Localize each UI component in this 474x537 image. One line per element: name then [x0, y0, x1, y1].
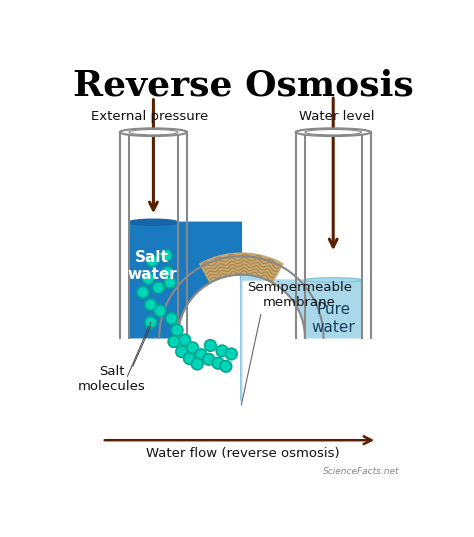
- Ellipse shape: [305, 129, 362, 135]
- Circle shape: [164, 277, 176, 288]
- Polygon shape: [200, 253, 283, 282]
- Polygon shape: [129, 132, 362, 338]
- Circle shape: [137, 287, 149, 298]
- Circle shape: [143, 273, 154, 284]
- Text: Reverse Osmosis: Reverse Osmosis: [73, 69, 413, 103]
- Text: ScienceFacts.net: ScienceFacts.net: [323, 467, 400, 475]
- Circle shape: [145, 299, 156, 310]
- Circle shape: [162, 266, 173, 278]
- Circle shape: [146, 255, 158, 266]
- Circle shape: [205, 340, 216, 351]
- Circle shape: [187, 342, 198, 353]
- Circle shape: [160, 250, 172, 261]
- Polygon shape: [120, 132, 371, 338]
- Ellipse shape: [305, 278, 362, 282]
- Ellipse shape: [129, 219, 178, 226]
- Text: External pressure: External pressure: [91, 110, 208, 124]
- Circle shape: [216, 345, 228, 357]
- Polygon shape: [241, 274, 362, 401]
- Circle shape: [179, 335, 191, 346]
- Ellipse shape: [129, 129, 178, 135]
- Ellipse shape: [296, 128, 371, 136]
- Text: Semipermeable
membrane: Semipermeable membrane: [247, 281, 352, 309]
- Circle shape: [153, 282, 164, 294]
- Circle shape: [176, 346, 188, 358]
- Circle shape: [191, 358, 203, 370]
- Circle shape: [220, 360, 232, 372]
- Circle shape: [166, 313, 177, 324]
- Circle shape: [195, 349, 207, 360]
- Polygon shape: [129, 222, 241, 401]
- Text: Salt
water: Salt water: [127, 250, 177, 282]
- Circle shape: [203, 353, 215, 365]
- Text: Water level: Water level: [300, 110, 375, 124]
- Circle shape: [183, 353, 195, 365]
- Circle shape: [168, 336, 180, 347]
- Circle shape: [226, 348, 237, 360]
- Text: Pure
water: Pure water: [311, 302, 355, 335]
- Circle shape: [171, 324, 183, 336]
- Text: Salt
molecules: Salt molecules: [78, 365, 146, 393]
- Ellipse shape: [120, 128, 187, 136]
- Circle shape: [145, 317, 156, 328]
- Text: Water flow (reverse osmosis): Water flow (reverse osmosis): [146, 447, 340, 460]
- Circle shape: [154, 305, 166, 317]
- Circle shape: [212, 358, 224, 369]
